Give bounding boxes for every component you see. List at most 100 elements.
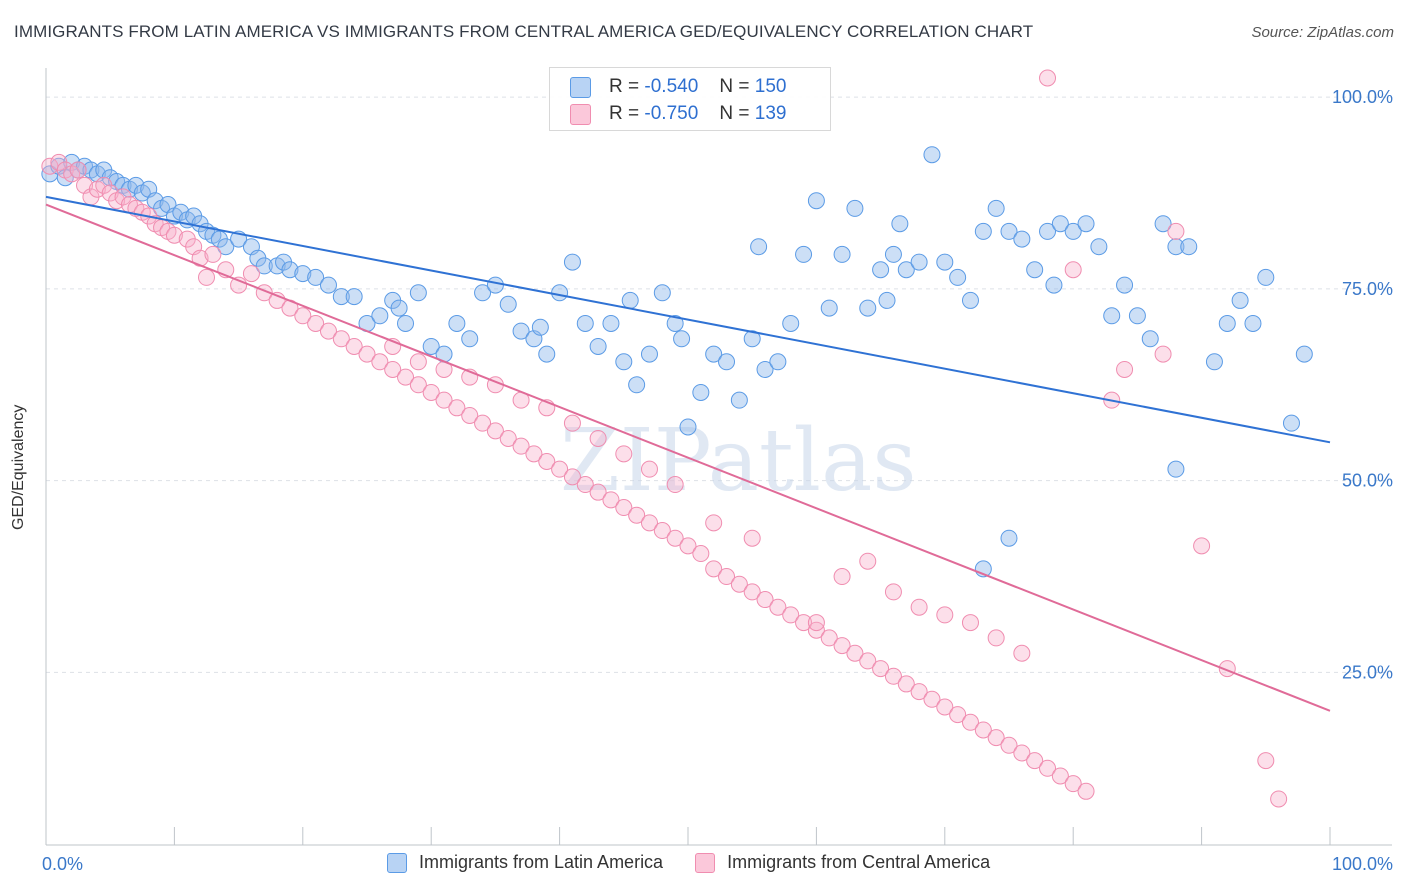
scatter-point [1116,360,1134,378]
scatter-point [499,295,517,313]
scatter-point [448,399,466,417]
scatter-point [1141,330,1159,348]
scatter-point [204,245,222,263]
scatter-point [673,330,691,348]
scatter-point [666,529,684,547]
scatter-point [1013,744,1031,762]
scatter-point [409,376,427,394]
scatter-point [891,215,909,233]
scatter-point [1154,215,1172,233]
scatter-point [666,476,684,494]
scatter-point [743,529,761,547]
scatter-point [653,522,671,540]
scatter-point [743,330,761,348]
scatter-point [1180,238,1198,256]
scatter-point [769,353,787,371]
scatter-point [474,414,492,432]
legend-item-central[interactable]: Immigrants from Central America [695,852,990,873]
scatter-point [602,314,620,332]
legend-item-latin[interactable]: Immigrants from Latin America [387,852,663,873]
scatter-point [949,268,967,286]
stats-row-latin: R = -0.540 N = 150 [570,76,786,98]
trend-line [45,195,1331,444]
scatter-point [615,445,633,463]
scatter-point [872,261,890,279]
scatter-point [859,652,877,670]
scatter-point [718,353,736,371]
scatter-point [474,284,492,302]
n-label: N = [719,76,750,97]
scatter-point [1064,261,1082,279]
scatter-point [974,222,992,240]
scatter-point [987,729,1005,747]
scatter-point [1064,222,1082,240]
scatter-point [1167,238,1185,256]
scatter-point [1167,460,1185,478]
y-tick-label: 100.0% [1332,87,1393,107]
scatter-point [461,406,479,424]
scatter-point [846,199,864,217]
scatter-point [1205,353,1223,371]
scatter-point [217,238,235,256]
scatter-point [910,598,928,616]
scatter-point [589,483,607,501]
scatter-point [679,418,697,436]
scatter-point [692,545,710,563]
scatter-point [448,314,466,332]
scatter-point [923,690,941,708]
scatter-point [1244,314,1262,332]
legend-label-latin: Immigrants from Latin America [419,852,664,872]
scatter-point [563,468,581,486]
scatter-point [807,192,825,210]
scatter-point [1013,230,1031,248]
scatter-point [640,514,658,532]
r-label: R = [609,76,640,97]
scatter-point [538,453,556,470]
stats-row-central: R = -0.750 N = 139 [570,103,786,125]
scatter-point [987,629,1005,647]
scatter-point [1045,276,1063,294]
chart-title: IMMIGRANTS FROM LATIN AMERICA VS IMMIGRA… [14,22,1034,41]
scatter-point [910,683,928,701]
scatter-point [551,284,569,302]
trend-line [45,203,1331,712]
scatter-point [531,318,549,336]
legend-swatch-blue [570,76,591,98]
scatter-point [589,429,607,447]
scatter-point [486,276,504,294]
scatter-point [628,376,646,394]
scatter-point [390,299,408,317]
scatter-point [756,591,774,609]
scatter-point [1051,767,1069,785]
r-value: -0.540 [644,76,699,97]
scatter-point [949,706,967,724]
scatter-point [1218,314,1236,332]
scatter-point [1116,276,1134,294]
scatter-point [878,291,896,309]
scatter-point [1064,775,1082,793]
scatter-point [987,199,1005,217]
scatter-point [1039,222,1057,240]
scatter-point [1270,790,1288,808]
scatter-point [512,437,530,455]
n-value: 139 [754,103,787,124]
scatter-point [833,245,851,263]
scatter-point [563,253,581,271]
scatter-point [1154,345,1172,363]
scatter-point [615,353,633,371]
scatter-point [1013,644,1031,662]
scatter-point [422,383,440,401]
scatter-point [807,614,825,632]
scatter-point [435,391,453,409]
scatter-point [910,253,928,271]
scatter-point [307,314,325,332]
scatter-point [397,314,415,332]
scatter-point [1231,291,1249,309]
scatter-point [974,721,992,739]
scatter-point [692,383,710,401]
scatter-point [1000,736,1018,754]
scatter-point [319,276,337,294]
legend-swatch-pink [570,103,591,125]
scatter-point [332,330,350,348]
scatter-point [782,314,800,332]
